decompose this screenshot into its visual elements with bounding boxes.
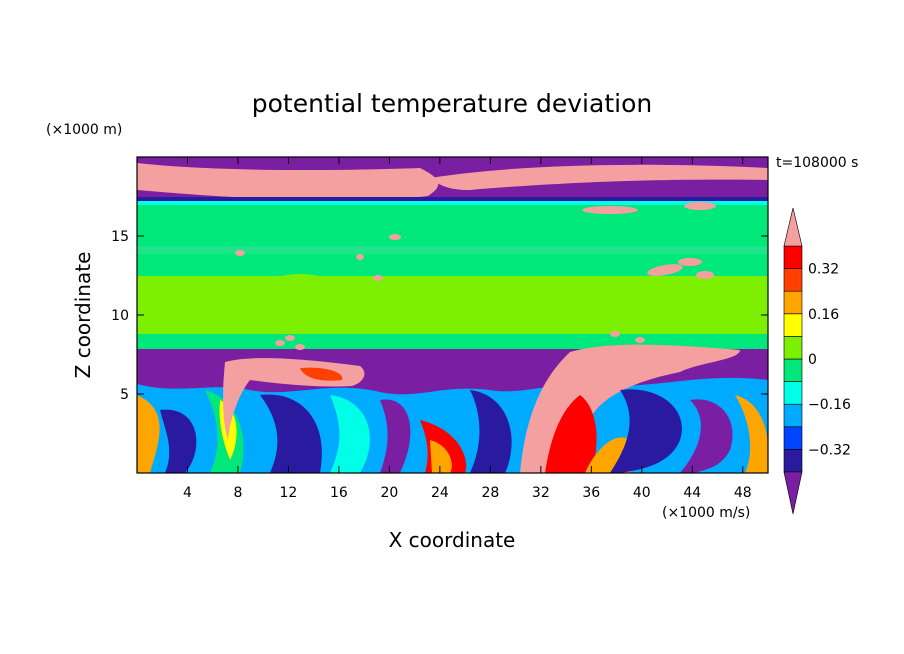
colorbar-segment — [783, 358, 803, 382]
left-edge-warm — [137, 395, 160, 473]
x-tick-label: 48 — [734, 485, 752, 501]
x-unit-label: (×1000 m/s) — [662, 505, 750, 521]
x-tick-label: 16 — [330, 485, 348, 501]
warm-filament-3 — [696, 271, 714, 279]
x-tick-label: 32 — [532, 485, 550, 501]
plume-4 — [330, 395, 370, 473]
colorbar-segment — [783, 336, 803, 360]
warm-filament-5 — [684, 202, 716, 210]
x-axis-label: X coordinate — [389, 528, 516, 552]
colorbar-under-triangle — [783, 471, 803, 515]
chart-title: potential temperature deviation — [252, 89, 652, 118]
x-tick-label: 12 — [280, 485, 298, 501]
x-tick-label: 4 — [183, 485, 192, 501]
speckle-7 — [570, 354, 580, 360]
warm-filament-2 — [678, 258, 702, 266]
upper-warm-region — [137, 163, 439, 201]
warm-edge-right — [735, 395, 768, 473]
x-tick-label: 20 — [380, 485, 398, 501]
colorbar-label: −0.32 — [808, 442, 851, 458]
colorbar-label: 0.32 — [808, 262, 839, 278]
colorbar: 0.32 0.16 0 −0.16 −0.32 — [783, 207, 851, 515]
cold-plume-3 — [260, 394, 322, 473]
colorbar-segment — [783, 381, 803, 405]
warm-cap-west-core — [300, 367, 343, 381]
cold-plume-1 — [160, 409, 197, 473]
x-tick-label: 28 — [481, 485, 499, 501]
warm-filament-6 — [389, 234, 401, 240]
y-unit-label: (×1000 m) — [46, 122, 122, 138]
warm-filament-7 — [235, 250, 245, 256]
lime-cell-2 — [400, 283, 480, 327]
colorbar-label: −0.16 — [808, 397, 851, 413]
x-tick-label: 24 — [431, 485, 449, 501]
time-label: t=108000 s — [776, 155, 858, 171]
x-tick-label: 44 — [683, 485, 701, 501]
speckle-6 — [585, 349, 595, 355]
warm-plume-6-edge — [430, 440, 452, 473]
mid-layer-stripe — [137, 246, 768, 254]
x-tick-label: 36 — [582, 485, 600, 501]
colorbar-segment — [783, 268, 803, 292]
lime-cell-1 — [252, 274, 348, 326]
colorbar-segment — [783, 313, 803, 337]
plot-area — [137, 157, 768, 473]
tropopause-line — [137, 201, 768, 205]
warm-filament-1 — [647, 264, 683, 276]
y-tick-label: 15 — [111, 229, 129, 245]
colorbar-segment — [783, 449, 803, 473]
y-axis-label: Z coordinate — [71, 252, 95, 379]
upper-warm-region-east — [430, 164, 768, 190]
upper-layer-edge — [137, 197, 768, 203]
colorbar-segment — [783, 426, 803, 450]
y-axis: 5 10 15 — [111, 229, 768, 403]
speckle-5 — [635, 337, 645, 343]
warm-filament-4 — [582, 206, 638, 214]
y-tick-label: 5 — [120, 387, 129, 403]
colorbar-segment — [783, 403, 803, 428]
cold-plume-5 — [380, 399, 411, 473]
warm-plume-main-core — [545, 395, 597, 473]
cold-eddy-2 — [680, 399, 733, 473]
speckle-3 — [295, 344, 305, 350]
warm-filament-8 — [356, 254, 364, 260]
speckle-2 — [285, 335, 295, 341]
colorbar-segment — [783, 290, 803, 315]
field-layer — [137, 157, 768, 473]
colorbar-segment — [783, 245, 803, 269]
speckle-4 — [610, 331, 620, 337]
colorbar-over-triangle — [783, 207, 803, 247]
stable-band-top — [137, 205, 768, 214]
warm-filament-9 — [373, 275, 383, 281]
cold-eddy-1 — [610, 389, 682, 473]
colorbar-label: 0 — [808, 352, 817, 368]
cold-plume-7 — [470, 390, 512, 473]
x-axis: 4 8 12 16 20 24 28 32 36 40 44 48 — [183, 157, 752, 501]
x-tick-label: 40 — [633, 485, 651, 501]
x-tick-label: 8 — [233, 485, 242, 501]
speckle-1 — [275, 340, 285, 346]
y-tick-label: 10 — [111, 308, 129, 324]
colorbar-label: 0.16 — [808, 307, 839, 323]
